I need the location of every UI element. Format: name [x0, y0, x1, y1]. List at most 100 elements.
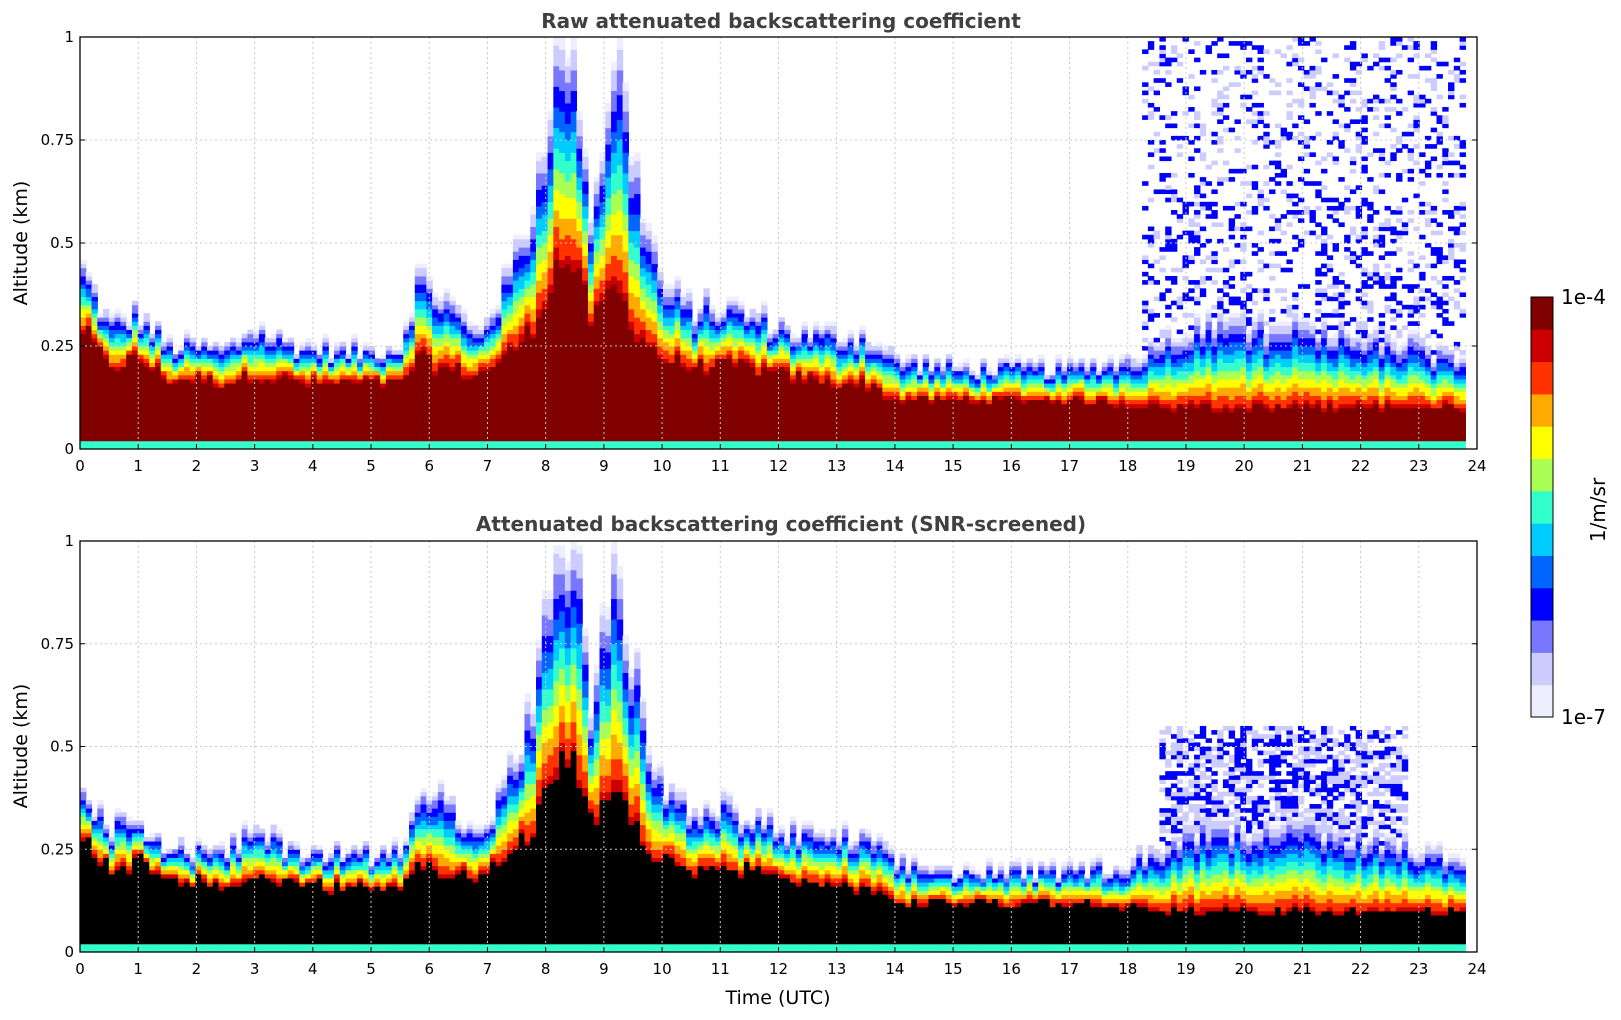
- heatmap-cell: [1338, 102, 1345, 108]
- heatmap-cell: [1199, 333, 1207, 339]
- heatmap-cell: [455, 329, 462, 335]
- heatmap-cell: [1453, 243, 1461, 248]
- heatmap-cell: [316, 861, 324, 867]
- heatmap-cell: [1020, 395, 1028, 401]
- heatmap-cell: [1424, 218, 1432, 228]
- heatmap-cell: [1453, 172, 1461, 178]
- heatmap-cell: [1424, 399, 1432, 405]
- heatmap-cell: [859, 374, 866, 380]
- heatmap-cell: [426, 816, 433, 826]
- heatmap-cell: [201, 861, 208, 867]
- heatmap-cell: [478, 362, 485, 368]
- heatmap-cell: [830, 333, 837, 339]
- heatmap-cell: [697, 440, 705, 450]
- heatmap-cell: [1274, 172, 1282, 178]
- heatmap-cell: [651, 346, 658, 442]
- heatmap-cell: [206, 857, 214, 863]
- heatmap-cell: [893, 378, 901, 384]
- heatmap-cell: [911, 387, 918, 392]
- heatmap-cell: [743, 362, 751, 442]
- heatmap-cell: [1095, 387, 1103, 392]
- heatmap-cell: [374, 886, 381, 945]
- heatmap-cell: [299, 362, 306, 368]
- heatmap-cell: [449, 873, 456, 879]
- heatmap-cell: [1378, 346, 1386, 355]
- heatmap-cell: [853, 341, 860, 347]
- heatmap-cell: [1413, 383, 1420, 388]
- heatmap-cell: [1159, 267, 1166, 273]
- heatmap-cell: [264, 873, 272, 879]
- heatmap-cell: [772, 370, 780, 442]
- heatmap-cell: [1269, 333, 1276, 343]
- heatmap-cell: [547, 284, 554, 293]
- heatmap-cell: [97, 841, 104, 846]
- heatmap-cell: [1321, 407, 1328, 413]
- heatmap-cell: [1246, 57, 1253, 63]
- heatmap-cell: [1407, 259, 1415, 265]
- heatmap-cell: [1147, 366, 1155, 372]
- heatmap-cell: [253, 841, 260, 846]
- heatmap-cell: [1142, 383, 1149, 388]
- heatmap-cell: [928, 383, 935, 388]
- heatmap-cell: [616, 49, 624, 71]
- heatmap-cell: [432, 374, 439, 442]
- heatmap-cell: [484, 370, 491, 442]
- heatmap-cell: [824, 346, 831, 351]
- heatmap-cell: [1384, 78, 1391, 83]
- heatmap-cell: [1194, 284, 1201, 289]
- heatmap-cell: [1448, 403, 1455, 442]
- heatmap-cell: [362, 849, 370, 854]
- heatmap-cell: [1257, 374, 1264, 384]
- heatmap-cell: [1240, 201, 1247, 207]
- heatmap-cell: [1015, 358, 1022, 363]
- heatmap-cell: [1251, 387, 1259, 396]
- heatmap-cell: [587, 325, 595, 442]
- heatmap-cell: [940, 399, 947, 442]
- heatmap-cell: [114, 816, 121, 821]
- heatmap-cell: [997, 440, 1005, 450]
- heatmap-cell: [114, 321, 121, 331]
- heatmap-cell: [1309, 86, 1316, 100]
- heatmap-cell: [264, 358, 272, 363]
- heatmap-cell: [1419, 255, 1426, 260]
- heatmap-cell: [501, 267, 508, 277]
- heatmap-cell: [305, 383, 312, 388]
- heatmap-cell: [541, 308, 549, 442]
- heatmap-cell: [432, 869, 439, 945]
- heatmap-cell: [512, 828, 520, 838]
- heatmap-cell: [951, 370, 958, 376]
- heatmap-cell: [1026, 399, 1034, 442]
- heatmap-cell: [541, 230, 549, 244]
- heatmap-cell: [997, 358, 1005, 363]
- heatmap-cell: [888, 395, 895, 401]
- heatmap-cell: [414, 292, 422, 302]
- heatmap-cell: [385, 853, 393, 858]
- heatmap-cell: [287, 943, 295, 953]
- heatmap-cell: [351, 370, 358, 376]
- heatmap-cell: [230, 374, 237, 380]
- heatmap-cell: [772, 358, 780, 363]
- heatmap-cell: [201, 350, 208, 355]
- heatmap-cell: [1159, 292, 1166, 302]
- heatmap-cell: [409, 321, 416, 326]
- heatmap-cell: [287, 370, 295, 376]
- heatmap-cell: [155, 366, 162, 442]
- heatmap-cell: [1430, 366, 1438, 372]
- heatmap-cell: [264, 440, 272, 450]
- heatmap-cell: [241, 358, 248, 363]
- heatmap-cell: [1188, 74, 1195, 79]
- heatmap-cell: [149, 865, 156, 871]
- heatmap-cell: [1182, 255, 1189, 269]
- heatmap-cell: [1026, 362, 1034, 368]
- heatmap-cell: [1292, 313, 1299, 322]
- heatmap-cell: [230, 440, 237, 450]
- heatmap-cell: [709, 350, 716, 355]
- heatmap-cell: [472, 857, 479, 863]
- heatmap-cell: [264, 857, 272, 863]
- heatmap-cell: [657, 354, 664, 359]
- heatmap-cell: [345, 849, 352, 854]
- heatmap-cell: [1084, 378, 1091, 384]
- heatmap-cell: [1234, 201, 1241, 207]
- heatmap-cell: [403, 841, 410, 846]
- heatmap-cell: [657, 296, 664, 306]
